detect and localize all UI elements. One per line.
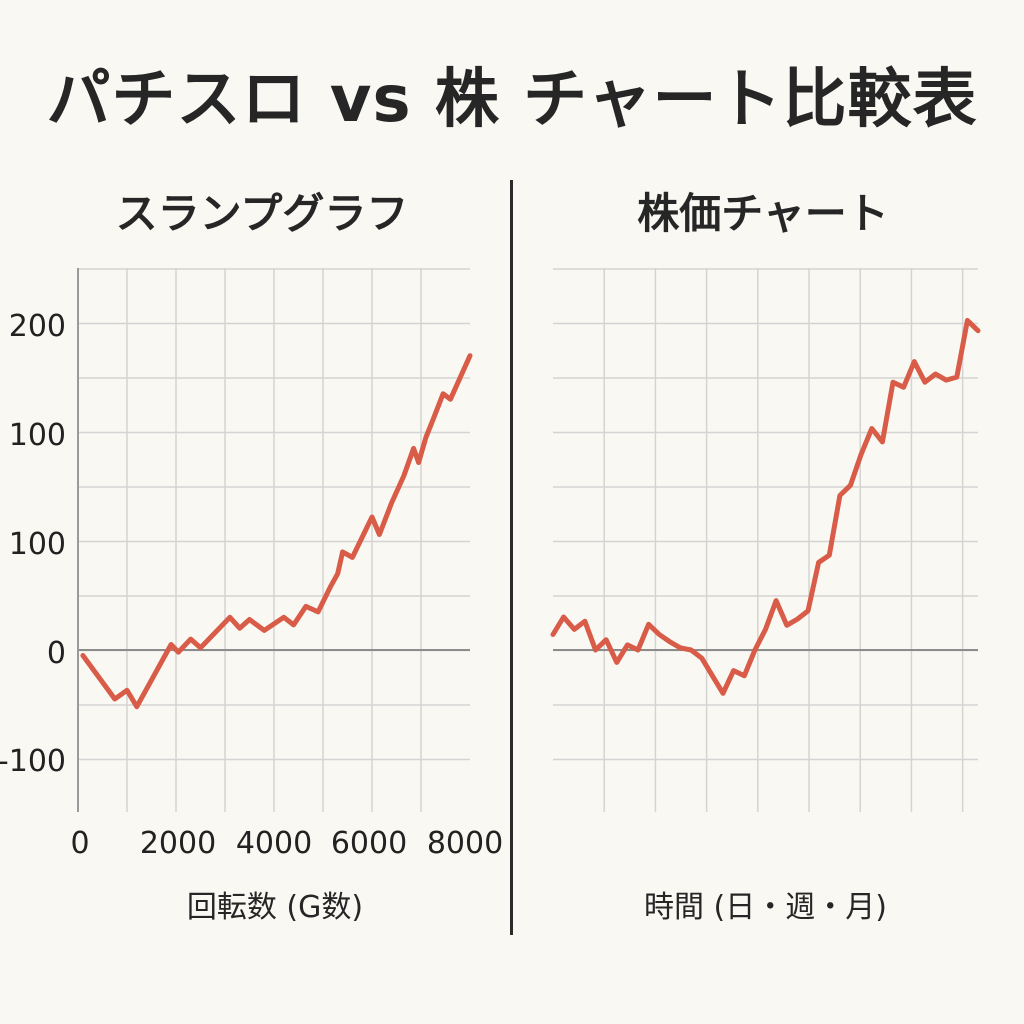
x-tick-label: 2000 <box>140 826 216 861</box>
stock-chart-title: 株価チャート <box>637 189 889 238</box>
center-divider <box>510 180 513 935</box>
x-tick-label: 6000 <box>331 826 407 861</box>
y-tick-label: 0 <box>47 636 66 671</box>
page-title: パチスロ vs 株 チャート比較表 <box>46 63 978 137</box>
x-tick-label: 4000 <box>236 826 312 861</box>
stock-series-line <box>550 317 981 696</box>
x-tick-label: 0 <box>70 826 89 861</box>
slump-graph-x-axis-label: 回転数 (G数) <box>186 890 364 925</box>
y-tick-label: 100 <box>9 527 66 562</box>
y-tick-label: 100 <box>9 418 66 453</box>
y-tick-label: 200 <box>9 309 66 344</box>
stock-chart <box>550 268 981 812</box>
slump-series-line <box>80 353 473 710</box>
stock-chart-x-axis-label: 時間 (日・週・月) <box>644 890 887 925</box>
y-tick-label: -100 <box>0 744 66 779</box>
slump-graph: 200 100 100 0 -100 0 2000 4000 6000 8000 <box>0 268 503 861</box>
x-tick-label: 8000 <box>427 826 503 861</box>
slump-graph-title: スランプグラフ <box>115 189 409 238</box>
